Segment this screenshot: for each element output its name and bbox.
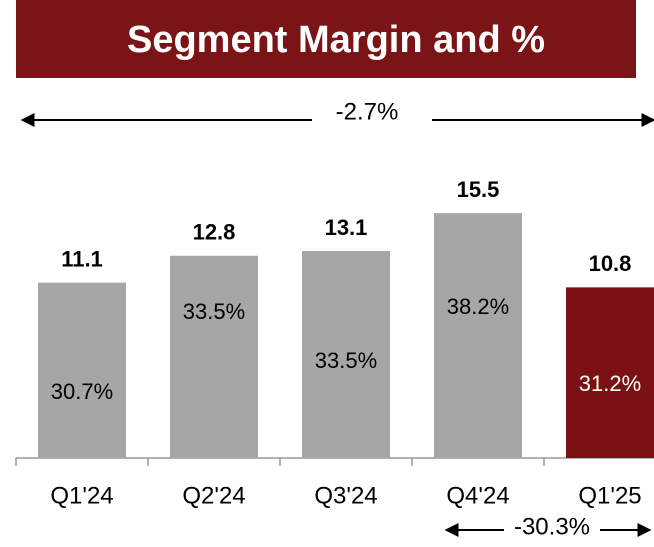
value-label: 13.1 <box>325 215 368 240</box>
annotation: -2.7% <box>336 98 399 125</box>
bar <box>434 213 522 458</box>
x-tick-label: Q4'24 <box>446 482 509 509</box>
bar <box>566 287 654 458</box>
x-tick-label: Q1'24 <box>50 482 113 509</box>
value-label: 15.5 <box>457 177 500 202</box>
x-tick-label: Q1'25 <box>578 482 641 509</box>
title-banner <box>16 0 636 78</box>
bar <box>302 251 390 458</box>
inner-label: 31.2% <box>579 371 641 396</box>
inner-label: 33.5% <box>183 299 245 324</box>
inner-label: 33.5% <box>315 348 377 373</box>
value-label: 12.8 <box>193 220 236 245</box>
value-label: 10.8 <box>589 251 632 276</box>
annotation: -30.3% <box>514 513 590 540</box>
x-tick-label: Q3'24 <box>314 482 377 509</box>
bar <box>170 255 258 458</box>
inner-label: 38.2% <box>447 294 509 319</box>
inner-label: 30.7% <box>51 379 113 404</box>
bar <box>38 282 126 458</box>
value-label: 11.1 <box>61 246 103 271</box>
chart-title: Segment Margin and % <box>127 19 545 61</box>
x-tick-label: Q2'24 <box>182 482 245 509</box>
